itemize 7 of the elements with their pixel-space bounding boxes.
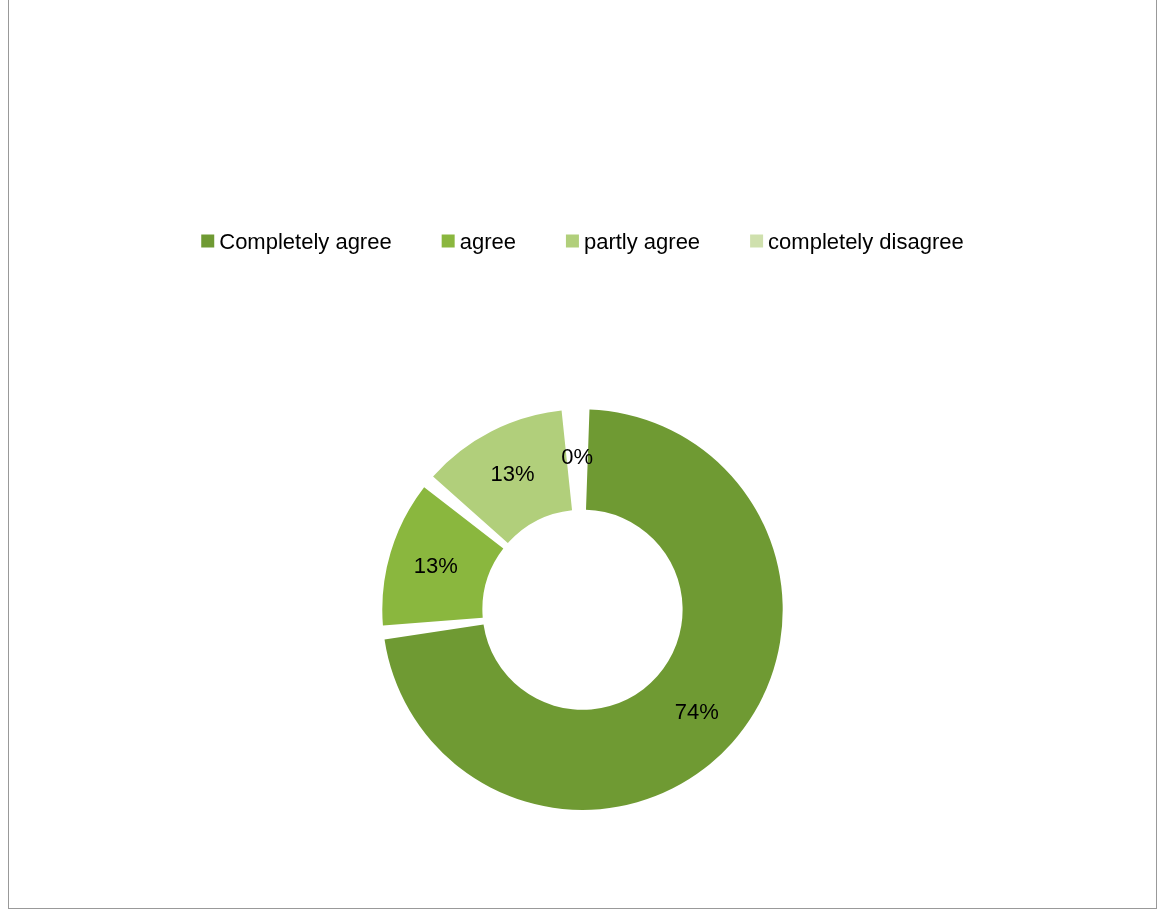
legend-label: partly agree bbox=[583, 228, 701, 254]
legend-label: Completely agree bbox=[219, 228, 392, 254]
data-label: 74% bbox=[674, 699, 719, 725]
data-label: 13% bbox=[413, 553, 458, 579]
legend-label: completely disagree bbox=[768, 228, 964, 254]
legend-label: agree bbox=[459, 228, 516, 254]
data-label: 13% bbox=[490, 460, 535, 486]
